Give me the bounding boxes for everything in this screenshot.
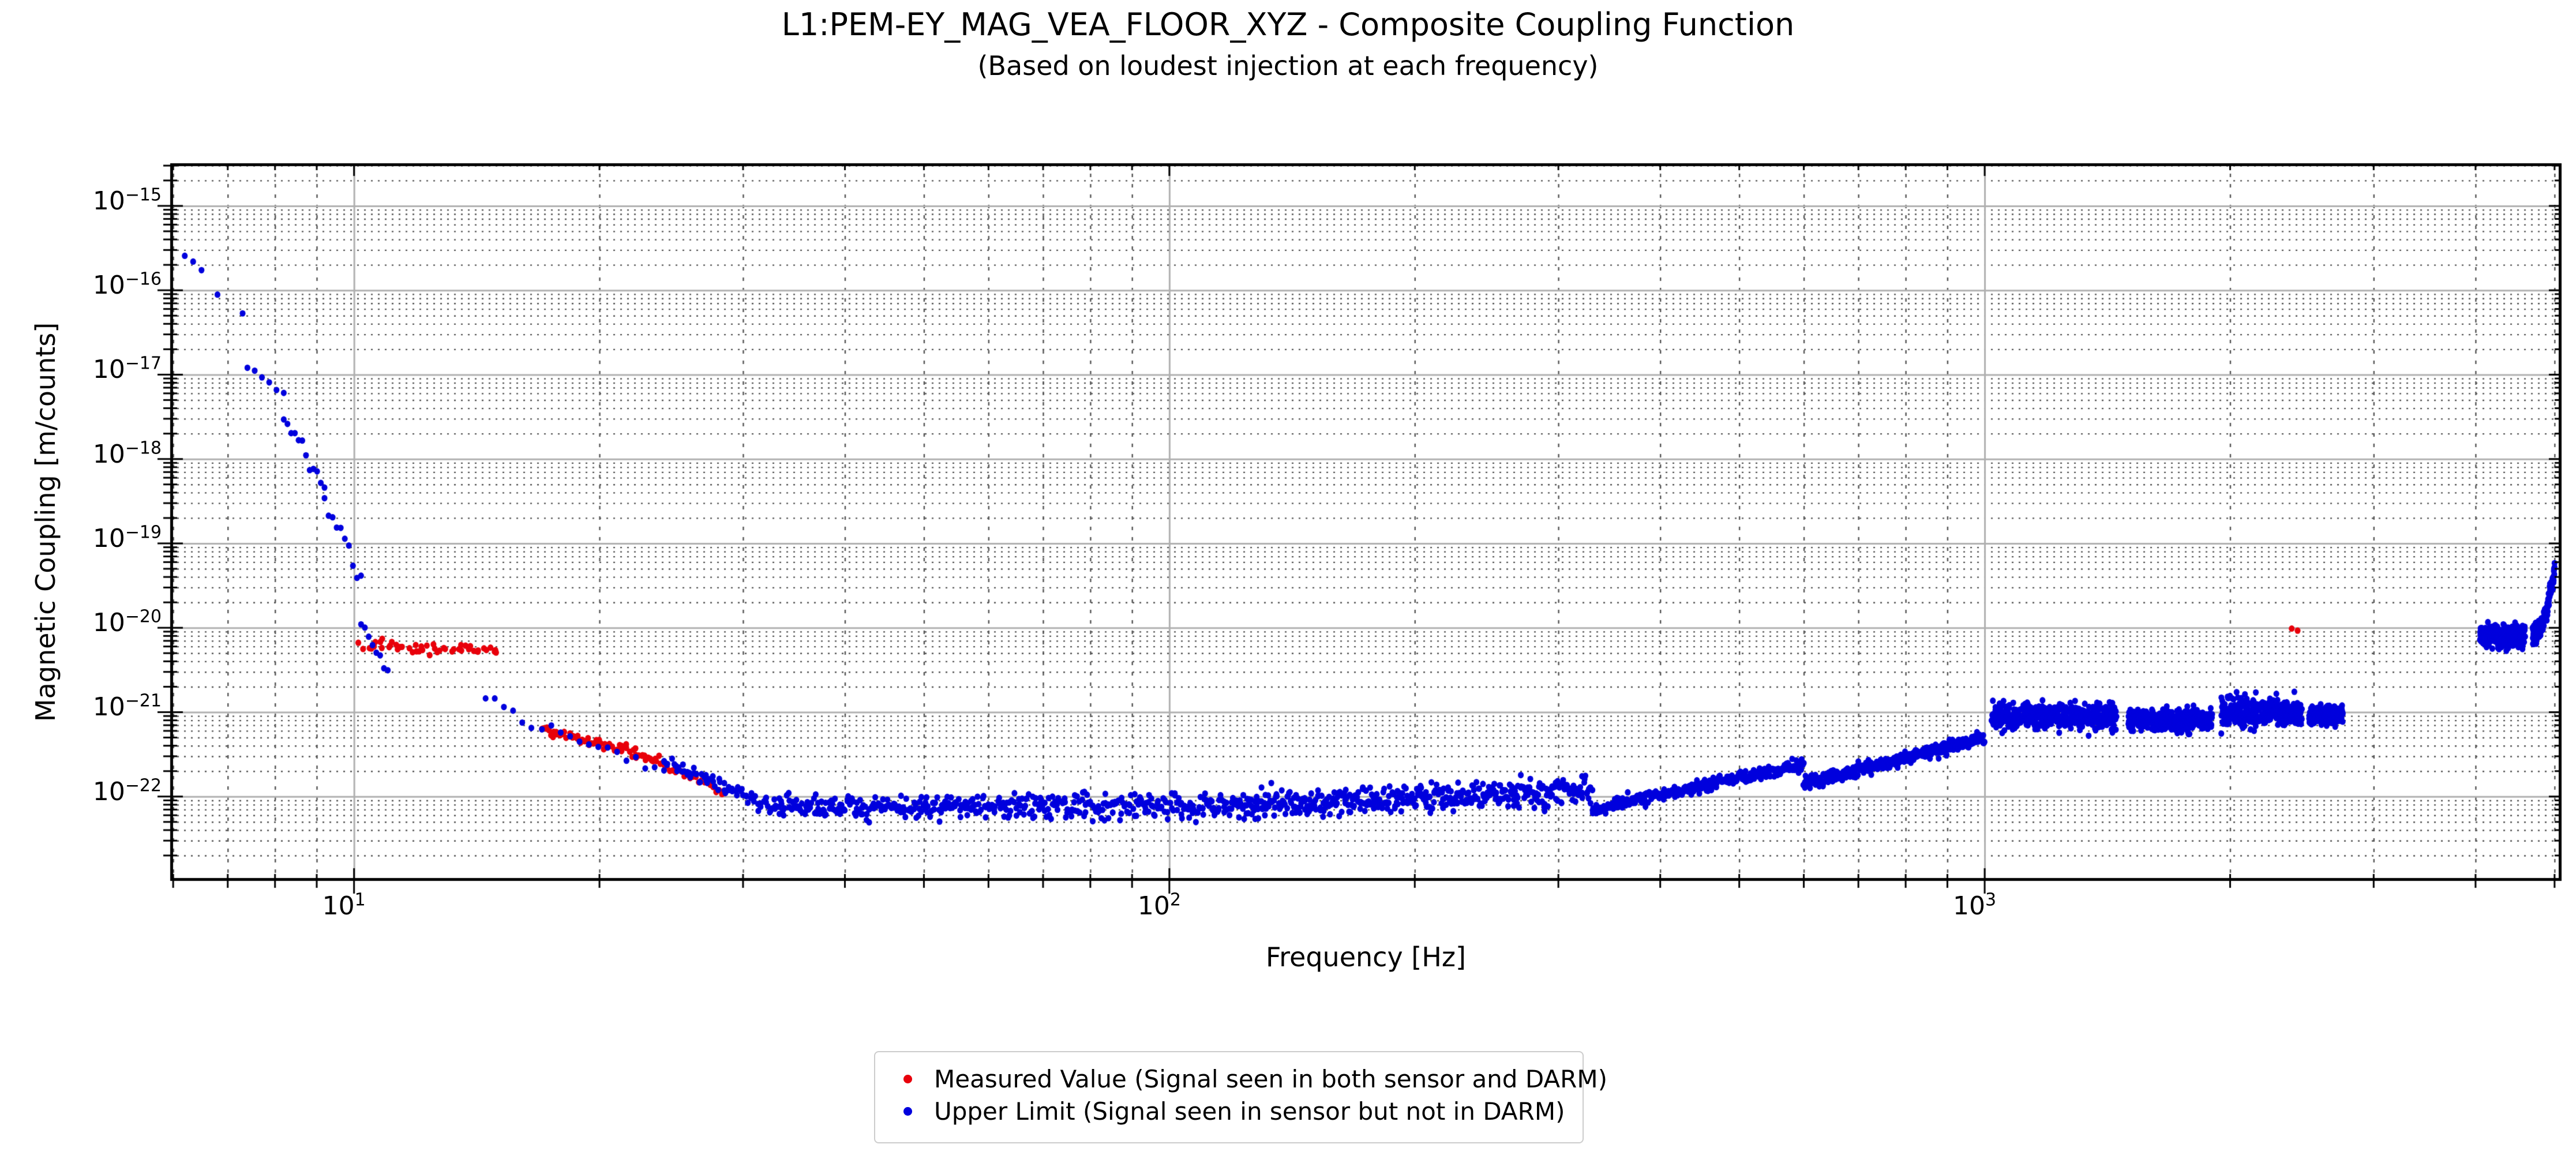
y-tick-label-15: 10−15 <box>92 185 162 216</box>
y-tick-label-17: 10−17 <box>92 353 162 385</box>
upper-limit-marker-icon <box>890 1106 925 1116</box>
x-tick-label-2: 103 <box>1953 890 1997 921</box>
legend-item-upper-limit: Upper Limit (Signal seen in sensor but n… <box>890 1095 1565 1127</box>
y-tick-label-20: 10−20 <box>92 606 162 638</box>
x-tick-label-1: 102 <box>1137 890 1181 921</box>
legend-item-measured: Measured Value (Signal seen in both sens… <box>890 1063 1607 1095</box>
y-tick-label-18: 10−18 <box>92 438 162 469</box>
y-tick-label-21: 10−21 <box>92 691 162 722</box>
legend-label-measured: Measured Value (Signal seen in both sens… <box>934 1064 1607 1093</box>
x-axis-label: Frequency [Hz] <box>1266 941 1466 973</box>
y-tick-label-16: 10−16 <box>92 269 162 301</box>
measured-value-marker-icon <box>890 1074 925 1083</box>
x-tick-label-0: 101 <box>322 890 366 921</box>
y-tick-label-22: 10−22 <box>92 775 162 806</box>
y-tick-label-19: 10−19 <box>92 522 162 553</box>
legend: Measured Value (Signal seen in both sens… <box>874 1051 1607 1143</box>
y-axis-label: Magnetic Coupling [m/counts] <box>30 322 61 722</box>
legend-label-upper-limit: Upper Limit (Signal seen in sensor but n… <box>934 1097 1565 1126</box>
